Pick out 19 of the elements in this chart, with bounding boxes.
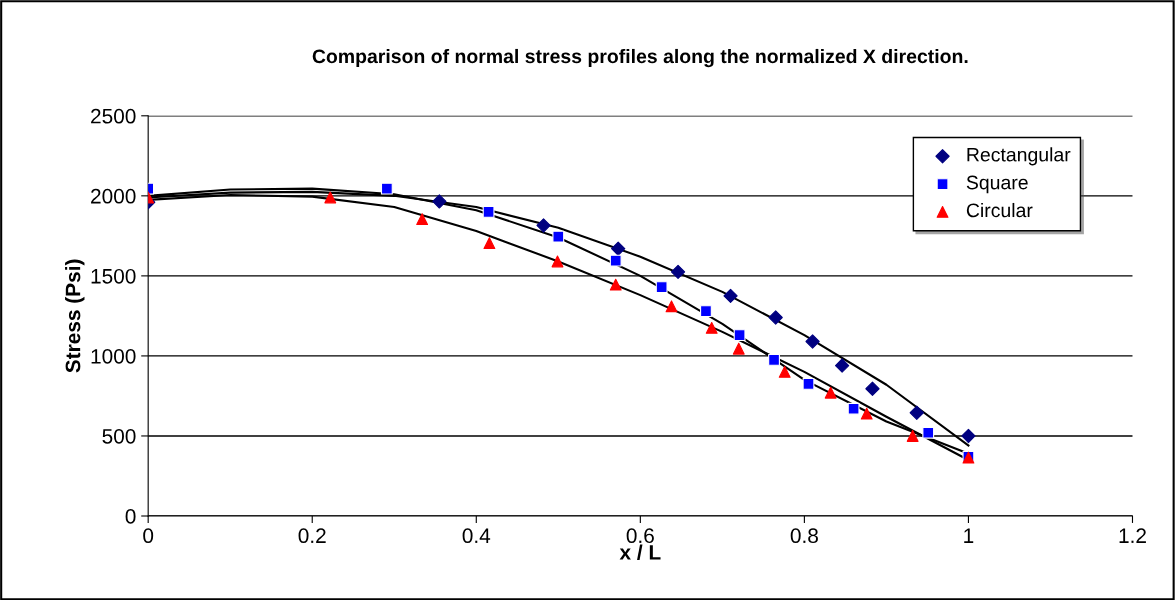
y-tick-label: 1500 [91, 268, 136, 284]
y-tick-label: 2000 [91, 188, 136, 204]
legend-label: Circular [966, 202, 1033, 218]
x-tick-label: 1.2 [1119, 528, 1146, 543]
x-tick-label: 0.6 [626, 528, 654, 544]
chart-title: Comparison of normal stress profiles along the normalized X direction. [312, 48, 968, 68]
y-axis-title: Stress (Psi) [65, 259, 85, 373]
y-tick-label: 1000 [91, 348, 136, 364]
y-tick-label: 0 [125, 509, 136, 524]
legend-label: Square [966, 175, 1028, 194]
x-axis-title: x / L [619, 544, 661, 560]
x-tick-label: 0 [143, 528, 154, 544]
x-tick-label: 0.4 [462, 528, 491, 544]
x-tick-label: 1 [964, 528, 974, 543]
x-tick-label: 0.2 [298, 528, 326, 544]
y-tick-label: 500 [102, 428, 136, 444]
y-tick-label: 2500 [91, 108, 136, 124]
x-tick-label: 0.8 [790, 528, 818, 544]
legend-label: Rectangular [967, 147, 1071, 166]
